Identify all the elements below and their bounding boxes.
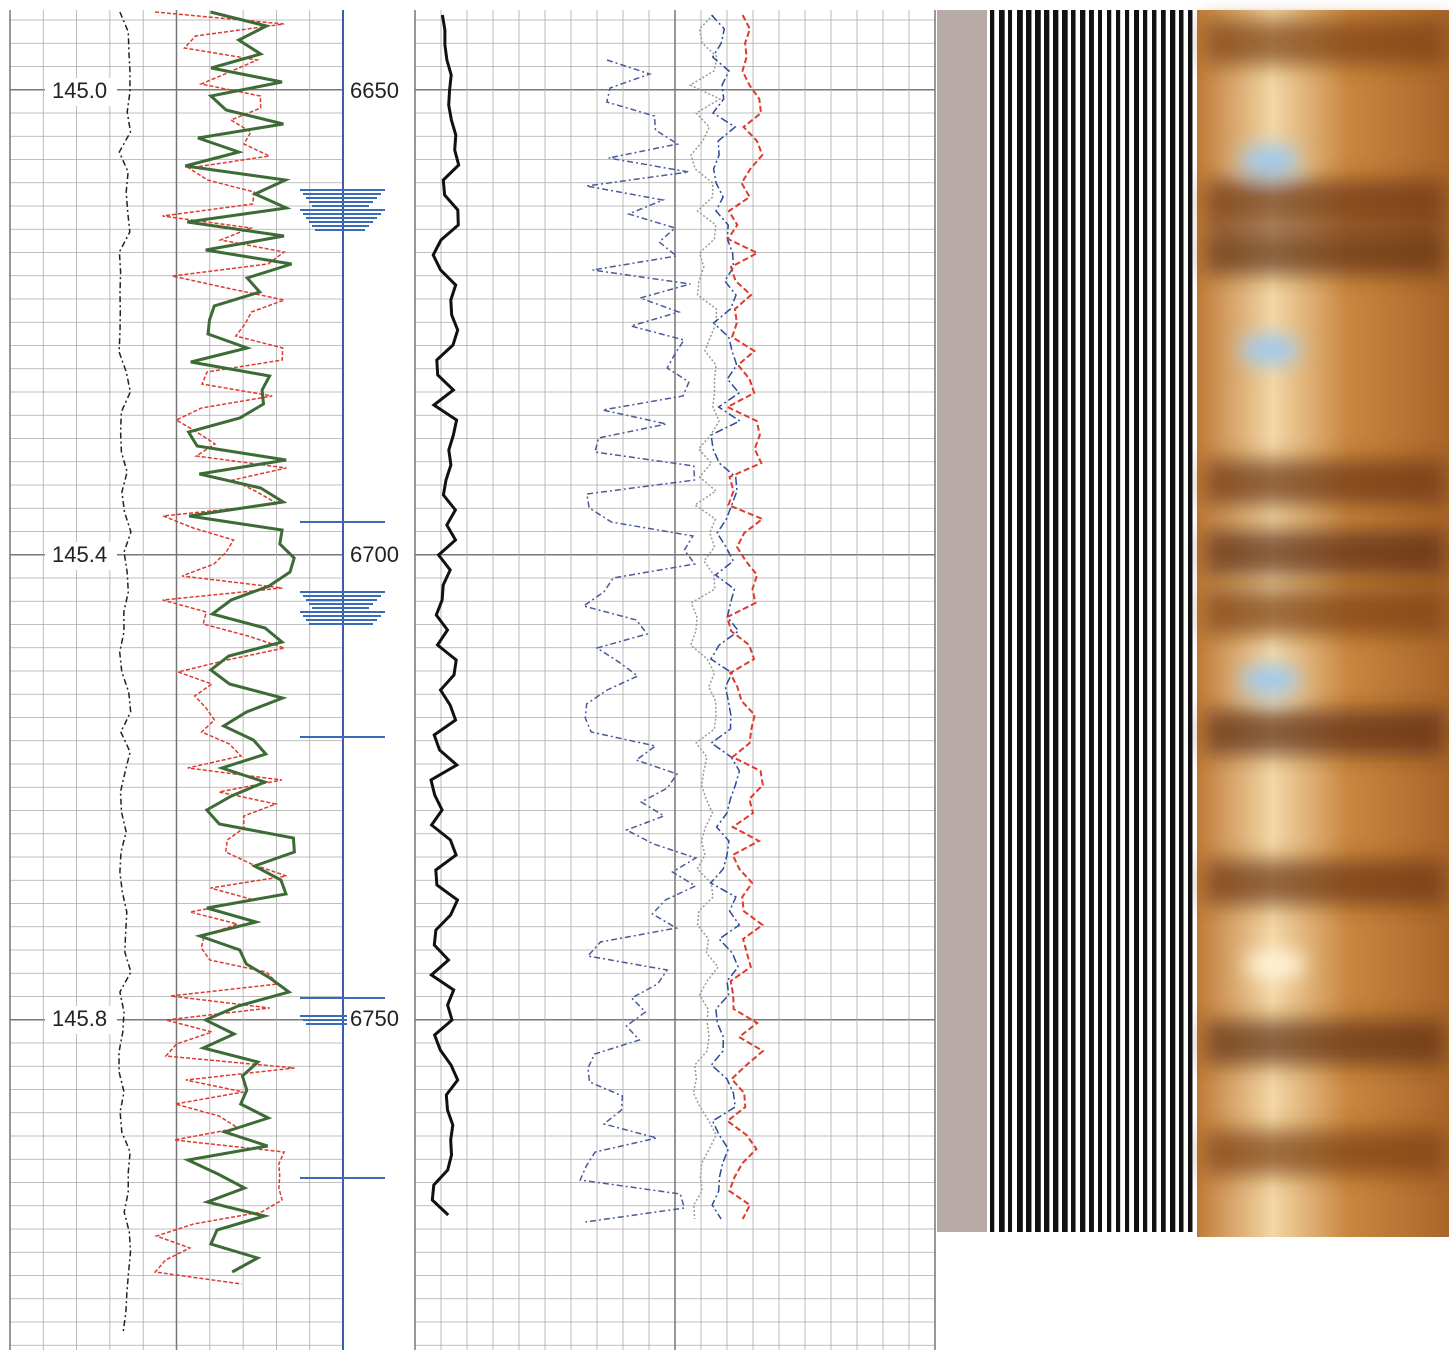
stripe	[1098, 10, 1103, 1232]
label-bg	[347, 78, 409, 106]
curve	[688, 14, 722, 1220]
labels: 145.0 6650 145.4 6700 145.8 6750	[45, 78, 409, 1034]
curve	[725, 14, 765, 1220]
label-bg	[347, 1006, 409, 1034]
band	[1205, 460, 1445, 505]
band	[1205, 530, 1445, 575]
label-bg	[347, 542, 409, 570]
stripe	[1026, 10, 1032, 1232]
curve	[153, 11, 295, 1285]
band	[1205, 1130, 1445, 1175]
band	[1205, 180, 1445, 225]
stripe	[1188, 10, 1193, 1232]
stripes	[990, 10, 1193, 1232]
curve	[182, 10, 296, 1274]
scale-label: 145.0	[52, 78, 107, 103]
stripe	[1062, 10, 1068, 1232]
stripe	[1179, 10, 1184, 1232]
depth-label: 6700	[350, 542, 399, 567]
grids	[9, 10, 936, 1350]
depth-label: 6650	[350, 78, 399, 103]
scale-label: 145.4	[52, 542, 107, 567]
light-spot	[1240, 665, 1300, 695]
stripe	[1134, 10, 1140, 1232]
stripe	[1053, 10, 1059, 1232]
image-tracks	[937, 10, 1449, 1237]
band	[1205, 1020, 1445, 1065]
brown-bands	[1205, 20, 1445, 1175]
stripe	[1107, 10, 1112, 1232]
stripe	[1008, 10, 1013, 1232]
curve	[118, 11, 132, 1333]
band	[1205, 230, 1445, 275]
stripe	[1143, 10, 1148, 1232]
label-bg	[45, 1006, 117, 1034]
gray-band	[937, 10, 987, 1232]
label-bg	[45, 542, 117, 570]
stripe	[1017, 10, 1023, 1232]
depth-label: 6750	[350, 1006, 399, 1031]
band	[1205, 710, 1445, 755]
band	[1205, 20, 1445, 65]
stripe	[999, 10, 1005, 1232]
stripe	[1080, 10, 1086, 1232]
stripe	[1089, 10, 1094, 1232]
stripe	[1035, 10, 1041, 1232]
curve	[709, 14, 742, 1220]
stripe	[1071, 10, 1076, 1232]
light-spot	[1240, 145, 1300, 175]
stripe	[1170, 10, 1176, 1232]
curves	[118, 10, 765, 1333]
stripe	[1161, 10, 1166, 1232]
stripe	[1116, 10, 1121, 1232]
stripe	[1125, 10, 1130, 1232]
scale-label: 145.8	[52, 1006, 107, 1031]
band	[1205, 860, 1445, 905]
stripe	[1152, 10, 1157, 1232]
light-spot	[1245, 950, 1305, 980]
light-spot	[1240, 335, 1300, 365]
stripe	[990, 10, 995, 1232]
label-bg	[45, 78, 117, 106]
curve	[428, 14, 461, 1217]
band	[1205, 590, 1445, 635]
stripe	[1044, 10, 1050, 1232]
curve	[579, 59, 698, 1223]
